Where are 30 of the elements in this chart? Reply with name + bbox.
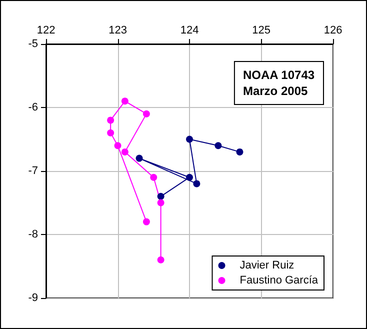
point xyxy=(136,154,143,162)
point xyxy=(114,142,122,150)
point xyxy=(186,136,193,143)
legend-label: Faustino García xyxy=(240,274,319,286)
x-tick-label: 126 xyxy=(324,24,342,36)
point xyxy=(214,142,222,150)
y-tick-label: -7 xyxy=(28,165,38,177)
point xyxy=(121,98,128,105)
point xyxy=(107,129,114,136)
point xyxy=(107,116,114,124)
point xyxy=(186,174,193,181)
annotation: NOAA 10743 Marzo 2005 xyxy=(242,68,315,98)
y-tick-label: -9 xyxy=(28,292,38,304)
point xyxy=(236,148,244,156)
y-tick-label: -6 xyxy=(28,102,38,114)
x-tick-label: 124 xyxy=(180,24,199,36)
x-tick-label: 125 xyxy=(252,24,270,36)
point xyxy=(157,192,164,200)
legend-label: Javier Ruiz xyxy=(240,260,294,272)
point xyxy=(193,180,200,188)
x-tick-label: 123 xyxy=(108,24,127,36)
point xyxy=(142,110,150,118)
point xyxy=(157,199,164,206)
point xyxy=(150,174,158,181)
point xyxy=(157,256,164,264)
y-tick-label: -5 xyxy=(28,38,38,50)
x-tick-label: 122 xyxy=(36,24,56,36)
point xyxy=(142,218,150,226)
y-tick-label: -8 xyxy=(28,228,38,240)
point xyxy=(121,148,128,156)
